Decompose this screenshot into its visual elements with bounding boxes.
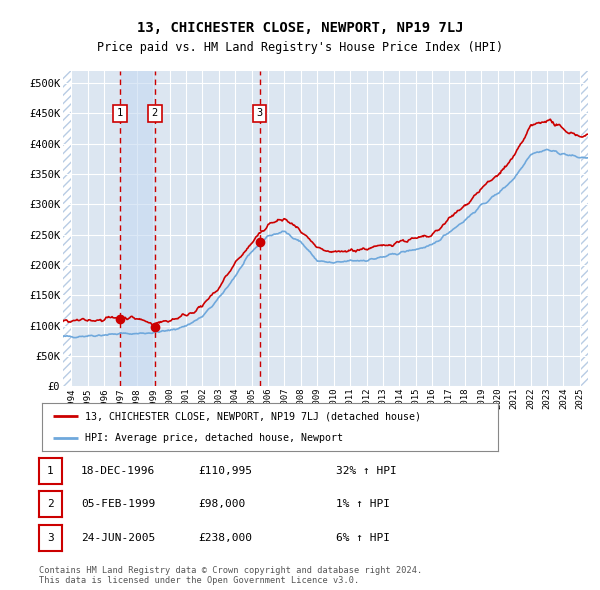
Bar xyxy=(120,71,155,386)
Text: 1: 1 xyxy=(47,466,54,476)
Text: 13, CHICHESTER CLOSE, NEWPORT, NP19 7LJ: 13, CHICHESTER CLOSE, NEWPORT, NP19 7LJ xyxy=(137,21,463,35)
Text: 18-DEC-1996: 18-DEC-1996 xyxy=(81,466,155,476)
Text: Contains HM Land Registry data © Crown copyright and database right 2024.
This d: Contains HM Land Registry data © Crown c… xyxy=(39,566,422,585)
Text: 1: 1 xyxy=(116,109,123,118)
Text: £110,995: £110,995 xyxy=(198,466,252,476)
Text: 24-JUN-2005: 24-JUN-2005 xyxy=(81,533,155,543)
Text: 3: 3 xyxy=(47,533,54,543)
Text: 2: 2 xyxy=(152,109,158,118)
Text: 2: 2 xyxy=(47,500,54,509)
Text: 3: 3 xyxy=(256,109,263,118)
Text: 32% ↑ HPI: 32% ↑ HPI xyxy=(336,466,397,476)
Text: Price paid vs. HM Land Registry's House Price Index (HPI): Price paid vs. HM Land Registry's House … xyxy=(97,41,503,54)
Text: £98,000: £98,000 xyxy=(198,500,245,509)
Text: HPI: Average price, detached house, Newport: HPI: Average price, detached house, Newp… xyxy=(85,433,343,443)
Text: 13, CHICHESTER CLOSE, NEWPORT, NP19 7LJ (detached house): 13, CHICHESTER CLOSE, NEWPORT, NP19 7LJ … xyxy=(85,411,421,421)
Text: 05-FEB-1999: 05-FEB-1999 xyxy=(81,500,155,509)
Text: 1% ↑ HPI: 1% ↑ HPI xyxy=(336,500,390,509)
Text: £238,000: £238,000 xyxy=(198,533,252,543)
Text: 6% ↑ HPI: 6% ↑ HPI xyxy=(336,533,390,543)
